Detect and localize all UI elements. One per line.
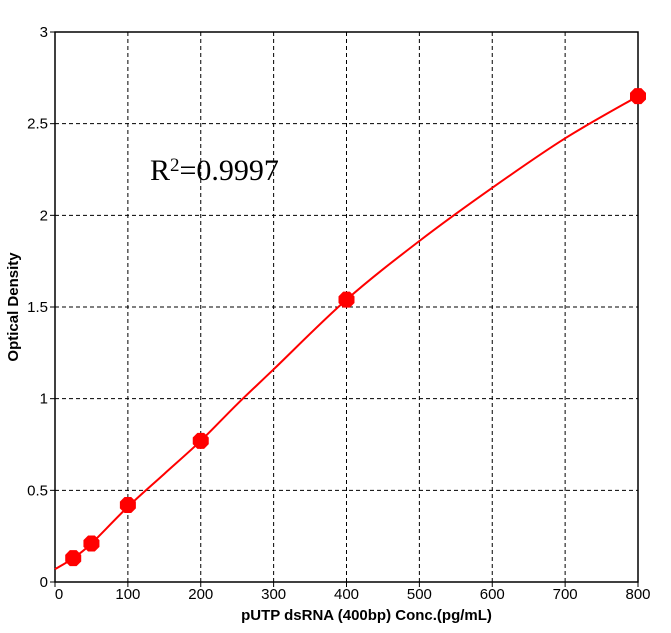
x-tick-label: 500 [407,586,432,603]
x-tick-label: 800 [625,586,650,603]
x-tick-label: 100 [115,586,140,603]
y-axis-ticks: 0 0.5 1 1.5 2 2.5 3 [27,24,55,591]
y-axis-title: Optical Density [5,252,22,362]
x-tick-label: 600 [480,586,505,603]
y-tick-label: 1 [40,391,48,408]
x-axis-title: pUTP dsRNA (400bp) Conc.(pg/mL) [241,607,492,624]
data-point [65,550,82,567]
data-point [192,432,209,449]
x-axis-ticks: 0 100 200 300 400 500 600 700 800 [54,582,651,603]
data-point [83,535,100,552]
data-point [338,291,355,308]
y-tick-label: 3 [40,24,48,41]
y-tick-label: 1.5 [27,299,48,316]
r-squared-value: =0.9997 [180,154,279,187]
r-squared-superscript: 2 [170,155,180,176]
y-tick-label: 2 [40,207,48,224]
y-tick-label: 0 [40,574,48,591]
x-tick-label: 700 [553,586,578,603]
x-tick-label: 0 [55,586,63,603]
data-point [630,88,646,105]
r-squared-annotation: R2=0.9997 [150,154,279,187]
r-squared-base: R [150,154,170,187]
x-tick-label: 400 [334,586,359,603]
data-points [65,88,646,567]
grid-lines [55,32,638,582]
x-tick-label: 200 [188,586,213,603]
y-tick-label: 0.5 [27,482,48,499]
x-tick-label: 300 [261,586,286,603]
y-tick-label: 2.5 [27,116,48,133]
data-point [119,497,136,513]
